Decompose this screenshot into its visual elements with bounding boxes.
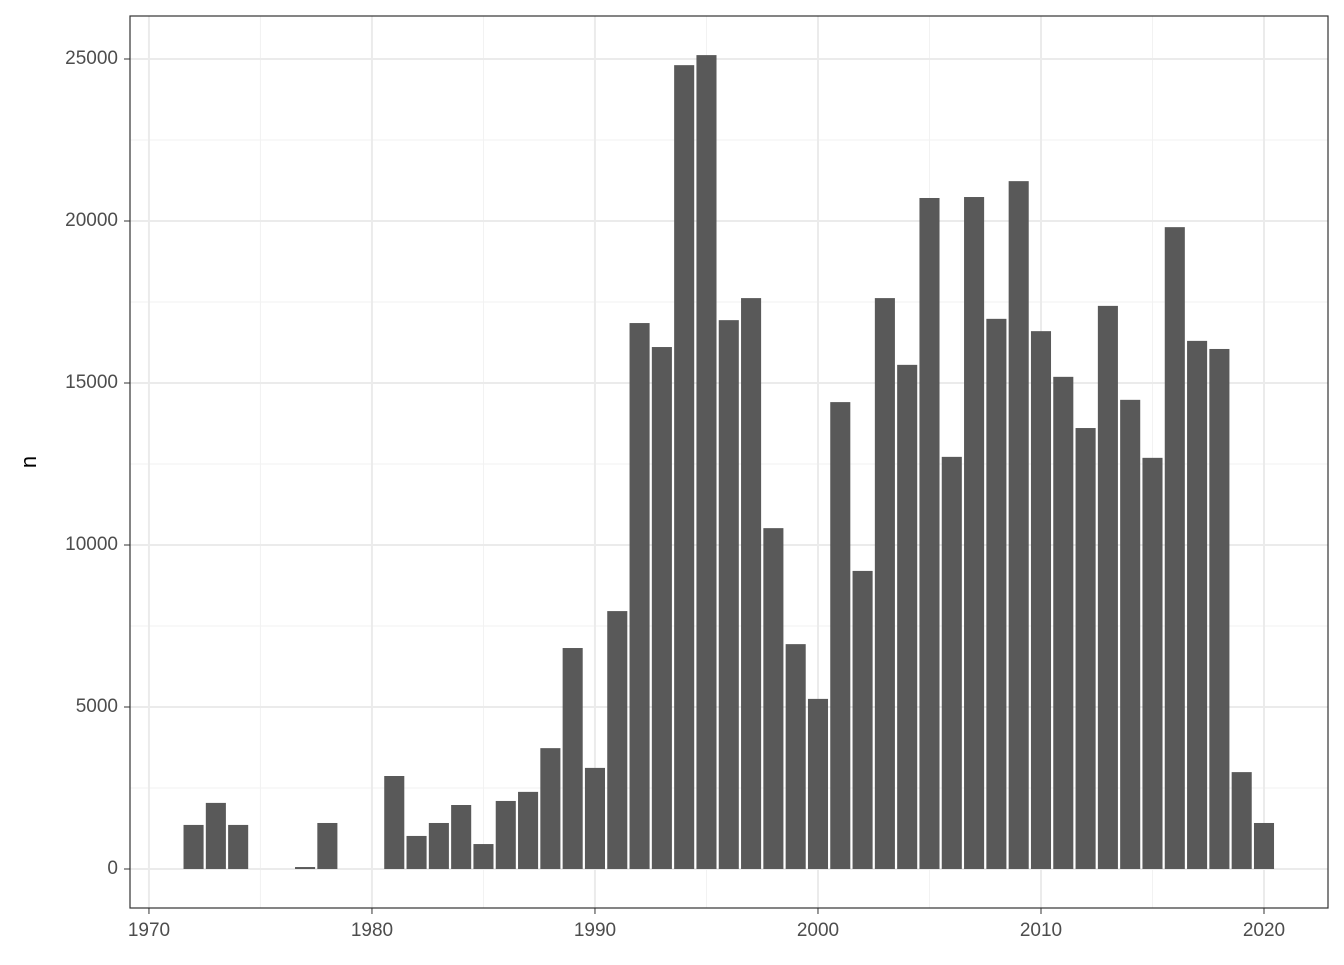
bar xyxy=(384,776,405,869)
bar xyxy=(741,298,762,869)
bar xyxy=(540,748,561,869)
y-tick-label: 0 xyxy=(107,858,118,879)
bar xyxy=(852,570,873,869)
bar xyxy=(763,528,784,869)
bar xyxy=(406,835,427,869)
bar xyxy=(451,805,472,869)
bar xyxy=(473,844,494,869)
bar xyxy=(651,347,672,869)
bar xyxy=(607,611,628,869)
x-tick-label: 2000 xyxy=(797,920,839,941)
bar xyxy=(941,456,962,869)
bar xyxy=(696,55,717,869)
y-tick-label: 20000 xyxy=(65,210,118,231)
bar xyxy=(205,802,226,869)
bar xyxy=(1120,399,1141,869)
bar xyxy=(807,698,829,869)
bar xyxy=(785,644,806,869)
x-tick-label: 1980 xyxy=(351,920,393,941)
bar xyxy=(562,648,583,869)
bar xyxy=(317,822,338,869)
bar xyxy=(674,65,695,869)
bar xyxy=(629,323,650,869)
bar xyxy=(1142,457,1163,869)
bar xyxy=(518,791,539,869)
bar xyxy=(428,822,449,869)
x-tick-label: 2010 xyxy=(1020,920,1062,941)
bar xyxy=(183,824,204,869)
bar xyxy=(897,364,918,869)
x-tick-label: 2020 xyxy=(1243,920,1285,941)
bar xyxy=(1209,348,1230,869)
bar xyxy=(986,318,1007,869)
bar xyxy=(1053,376,1074,869)
y-tick-label: 15000 xyxy=(65,372,118,393)
x-tick-label: 1970 xyxy=(128,920,170,941)
bar xyxy=(919,197,940,869)
bar xyxy=(228,824,249,869)
bar xyxy=(1097,305,1118,869)
bar xyxy=(584,767,606,869)
bar xyxy=(830,402,851,869)
x-tick-label: 1990 xyxy=(574,920,616,941)
y-axis-label: n xyxy=(16,456,41,468)
y-tick-label: 10000 xyxy=(65,534,118,555)
bar xyxy=(718,320,739,869)
y-tick-label: 25000 xyxy=(65,48,118,69)
bar xyxy=(1164,227,1185,869)
bar xyxy=(1008,181,1029,869)
bar xyxy=(1075,428,1096,869)
bar xyxy=(1187,340,1208,869)
bar xyxy=(1231,772,1252,869)
bar xyxy=(874,298,895,869)
bar xyxy=(1030,331,1052,869)
bar xyxy=(495,800,516,869)
y-tick-label: 5000 xyxy=(76,696,118,717)
bar xyxy=(1253,822,1275,869)
bar xyxy=(295,867,316,869)
plot-border xyxy=(129,15,1329,909)
bar xyxy=(964,197,985,869)
